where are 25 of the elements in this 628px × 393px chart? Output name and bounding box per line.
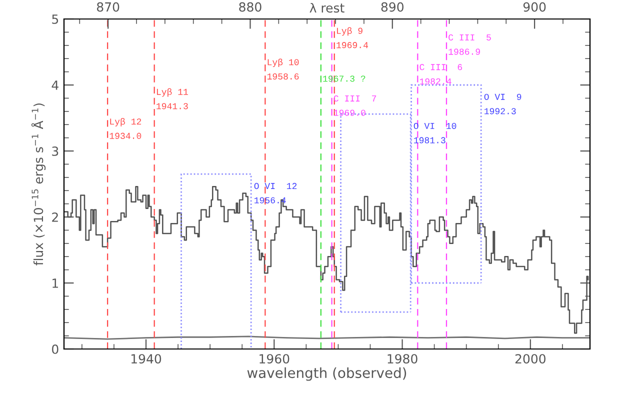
x-axis-title: wavelength (observed): [247, 367, 406, 381]
ref-line-label: C III 5 1986.9: [448, 34, 491, 55]
y-tick-label: 4: [52, 80, 58, 90]
x-tick-label: 1980: [388, 354, 418, 364]
annotation: O VI 10 1981.3: [414, 122, 456, 144]
x-tick-label: 1940: [131, 354, 162, 364]
y-tick-label: 3: [52, 146, 58, 156]
x2-tick-label: 890: [381, 2, 404, 12]
x2-tick-label: 880: [239, 2, 262, 12]
ref-line-label: C III 6 1982.4: [420, 64, 462, 84]
y-tick-label: 0: [52, 344, 58, 354]
annotation: O VI 9 1992.3: [484, 94, 522, 114]
y-tick-label: 1: [52, 278, 58, 288]
x-tick-label: 1960: [260, 354, 290, 364]
x2-tick-label: 870: [96, 2, 120, 12]
y-tick-label: 2: [52, 212, 58, 222]
y-tick-label: 5: [52, 14, 58, 24]
ref-line-label: Lyβ 10 1958.6: [267, 58, 299, 80]
ref-line-label: Lyβ 11 1941.3: [156, 88, 188, 110]
y-axis-title: flux (×10$^{−15}$ ergs s$^{−1}$ Å$^{−1}$): [31, 103, 46, 266]
ref-line-label: Lyβ 12 1934.0: [110, 118, 142, 139]
x2-axis-title: λ rest: [310, 2, 344, 13]
x2-tick-label: 900: [523, 2, 546, 12]
x-tick-label: 2000: [515, 354, 546, 364]
ref-line-label: Lyβ 9 1969.4: [336, 27, 368, 48]
